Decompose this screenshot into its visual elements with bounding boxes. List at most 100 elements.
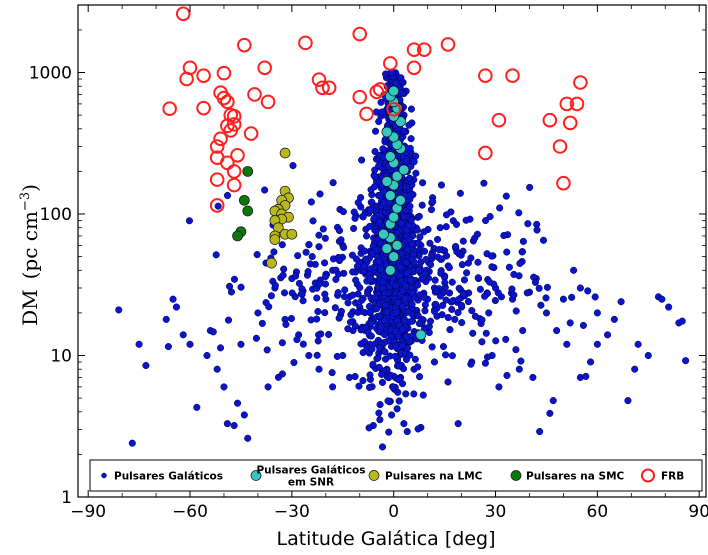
data-point bbox=[242, 166, 254, 177]
data-point bbox=[444, 378, 452, 386]
data-point bbox=[539, 236, 548, 244]
data-point bbox=[298, 35, 313, 51]
data-point bbox=[456, 189, 464, 197]
data-point bbox=[335, 314, 343, 322]
data-point bbox=[515, 209, 523, 217]
data-point bbox=[392, 282, 400, 290]
data-point bbox=[254, 309, 262, 317]
x-tick-label: 0 bbox=[388, 502, 399, 522]
data-point bbox=[337, 236, 345, 244]
data-point bbox=[292, 272, 300, 280]
data-point bbox=[568, 293, 576, 301]
data-point bbox=[556, 175, 571, 191]
data-point bbox=[421, 301, 429, 309]
data-point bbox=[209, 139, 225, 154]
data-point bbox=[257, 60, 273, 76]
data-point bbox=[316, 280, 324, 288]
y-tick-label: 1 bbox=[61, 488, 72, 508]
data-point bbox=[371, 183, 379, 191]
data-point bbox=[339, 208, 347, 216]
data-point bbox=[438, 255, 446, 263]
data-point bbox=[179, 71, 194, 87]
data-point bbox=[451, 315, 459, 323]
data-point bbox=[240, 411, 248, 419]
data-point bbox=[232, 230, 243, 242]
data-point bbox=[357, 193, 365, 202]
data-point bbox=[359, 213, 367, 221]
data-point bbox=[482, 329, 490, 337]
data-point bbox=[377, 98, 385, 106]
data-point bbox=[419, 179, 427, 187]
data-point bbox=[224, 316, 233, 324]
data-point bbox=[356, 284, 364, 292]
y-tick-label: 100 bbox=[40, 205, 72, 225]
data-point bbox=[287, 314, 295, 323]
data-point bbox=[371, 147, 379, 156]
data-point bbox=[436, 292, 444, 300]
data-point bbox=[455, 284, 463, 292]
data-point bbox=[458, 319, 466, 327]
data-point bbox=[369, 84, 385, 100]
data-point bbox=[213, 365, 221, 373]
data-point bbox=[395, 194, 406, 206]
data-point bbox=[441, 279, 449, 287]
data-point bbox=[398, 89, 406, 97]
data-point bbox=[379, 145, 387, 153]
data-point bbox=[186, 340, 194, 348]
x-tick-label: −60 bbox=[172, 502, 208, 522]
data-point bbox=[413, 226, 421, 234]
data-point bbox=[430, 307, 438, 315]
data-point bbox=[376, 416, 384, 424]
x-tick-label: 30 bbox=[485, 502, 507, 522]
data-point bbox=[341, 286, 349, 294]
data-point bbox=[169, 295, 177, 303]
data-point bbox=[381, 316, 389, 325]
data-point bbox=[420, 247, 429, 255]
data-point bbox=[415, 329, 427, 341]
data-point bbox=[315, 231, 323, 239]
data-point bbox=[391, 342, 400, 350]
data-point bbox=[334, 289, 342, 297]
data-point bbox=[329, 179, 337, 187]
data-point bbox=[433, 235, 442, 244]
data-point bbox=[408, 300, 416, 308]
data-point bbox=[293, 336, 301, 344]
data-point bbox=[582, 372, 590, 380]
data-point bbox=[524, 220, 532, 228]
legend-marker bbox=[250, 470, 262, 481]
axis-ticks: −90 −60 −30 0 30 60 90 1 10 100 1000 bbox=[29, 4, 708, 522]
data-point bbox=[209, 172, 225, 187]
data-point bbox=[535, 284, 543, 292]
data-point bbox=[373, 355, 381, 363]
data-point bbox=[398, 380, 407, 388]
y-axis-label: DM (pc cm−3) bbox=[18, 184, 42, 326]
data-point bbox=[238, 194, 250, 206]
data-point bbox=[410, 158, 418, 166]
data-point bbox=[384, 151, 396, 162]
data-point bbox=[391, 352, 399, 360]
data-point bbox=[313, 315, 321, 323]
data-point bbox=[321, 309, 329, 317]
data-point bbox=[346, 318, 355, 326]
data-point bbox=[244, 434, 252, 442]
data-point bbox=[407, 135, 415, 143]
data-point bbox=[381, 243, 393, 254]
data-point bbox=[288, 289, 296, 297]
data-point bbox=[142, 361, 150, 370]
data-point bbox=[394, 298, 402, 307]
data-point bbox=[364, 289, 372, 297]
data-point bbox=[406, 42, 422, 57]
data-point bbox=[570, 266, 578, 274]
x-tick-label: 90 bbox=[688, 502, 708, 522]
data-point bbox=[220, 94, 235, 110]
data-point bbox=[505, 68, 520, 83]
data-point bbox=[515, 365, 523, 373]
data-point bbox=[452, 220, 461, 228]
data-point bbox=[391, 170, 403, 182]
data-point bbox=[230, 147, 245, 163]
data-point bbox=[316, 190, 324, 198]
data-point bbox=[398, 342, 406, 350]
data-point bbox=[446, 326, 454, 334]
data-point bbox=[383, 56, 398, 71]
